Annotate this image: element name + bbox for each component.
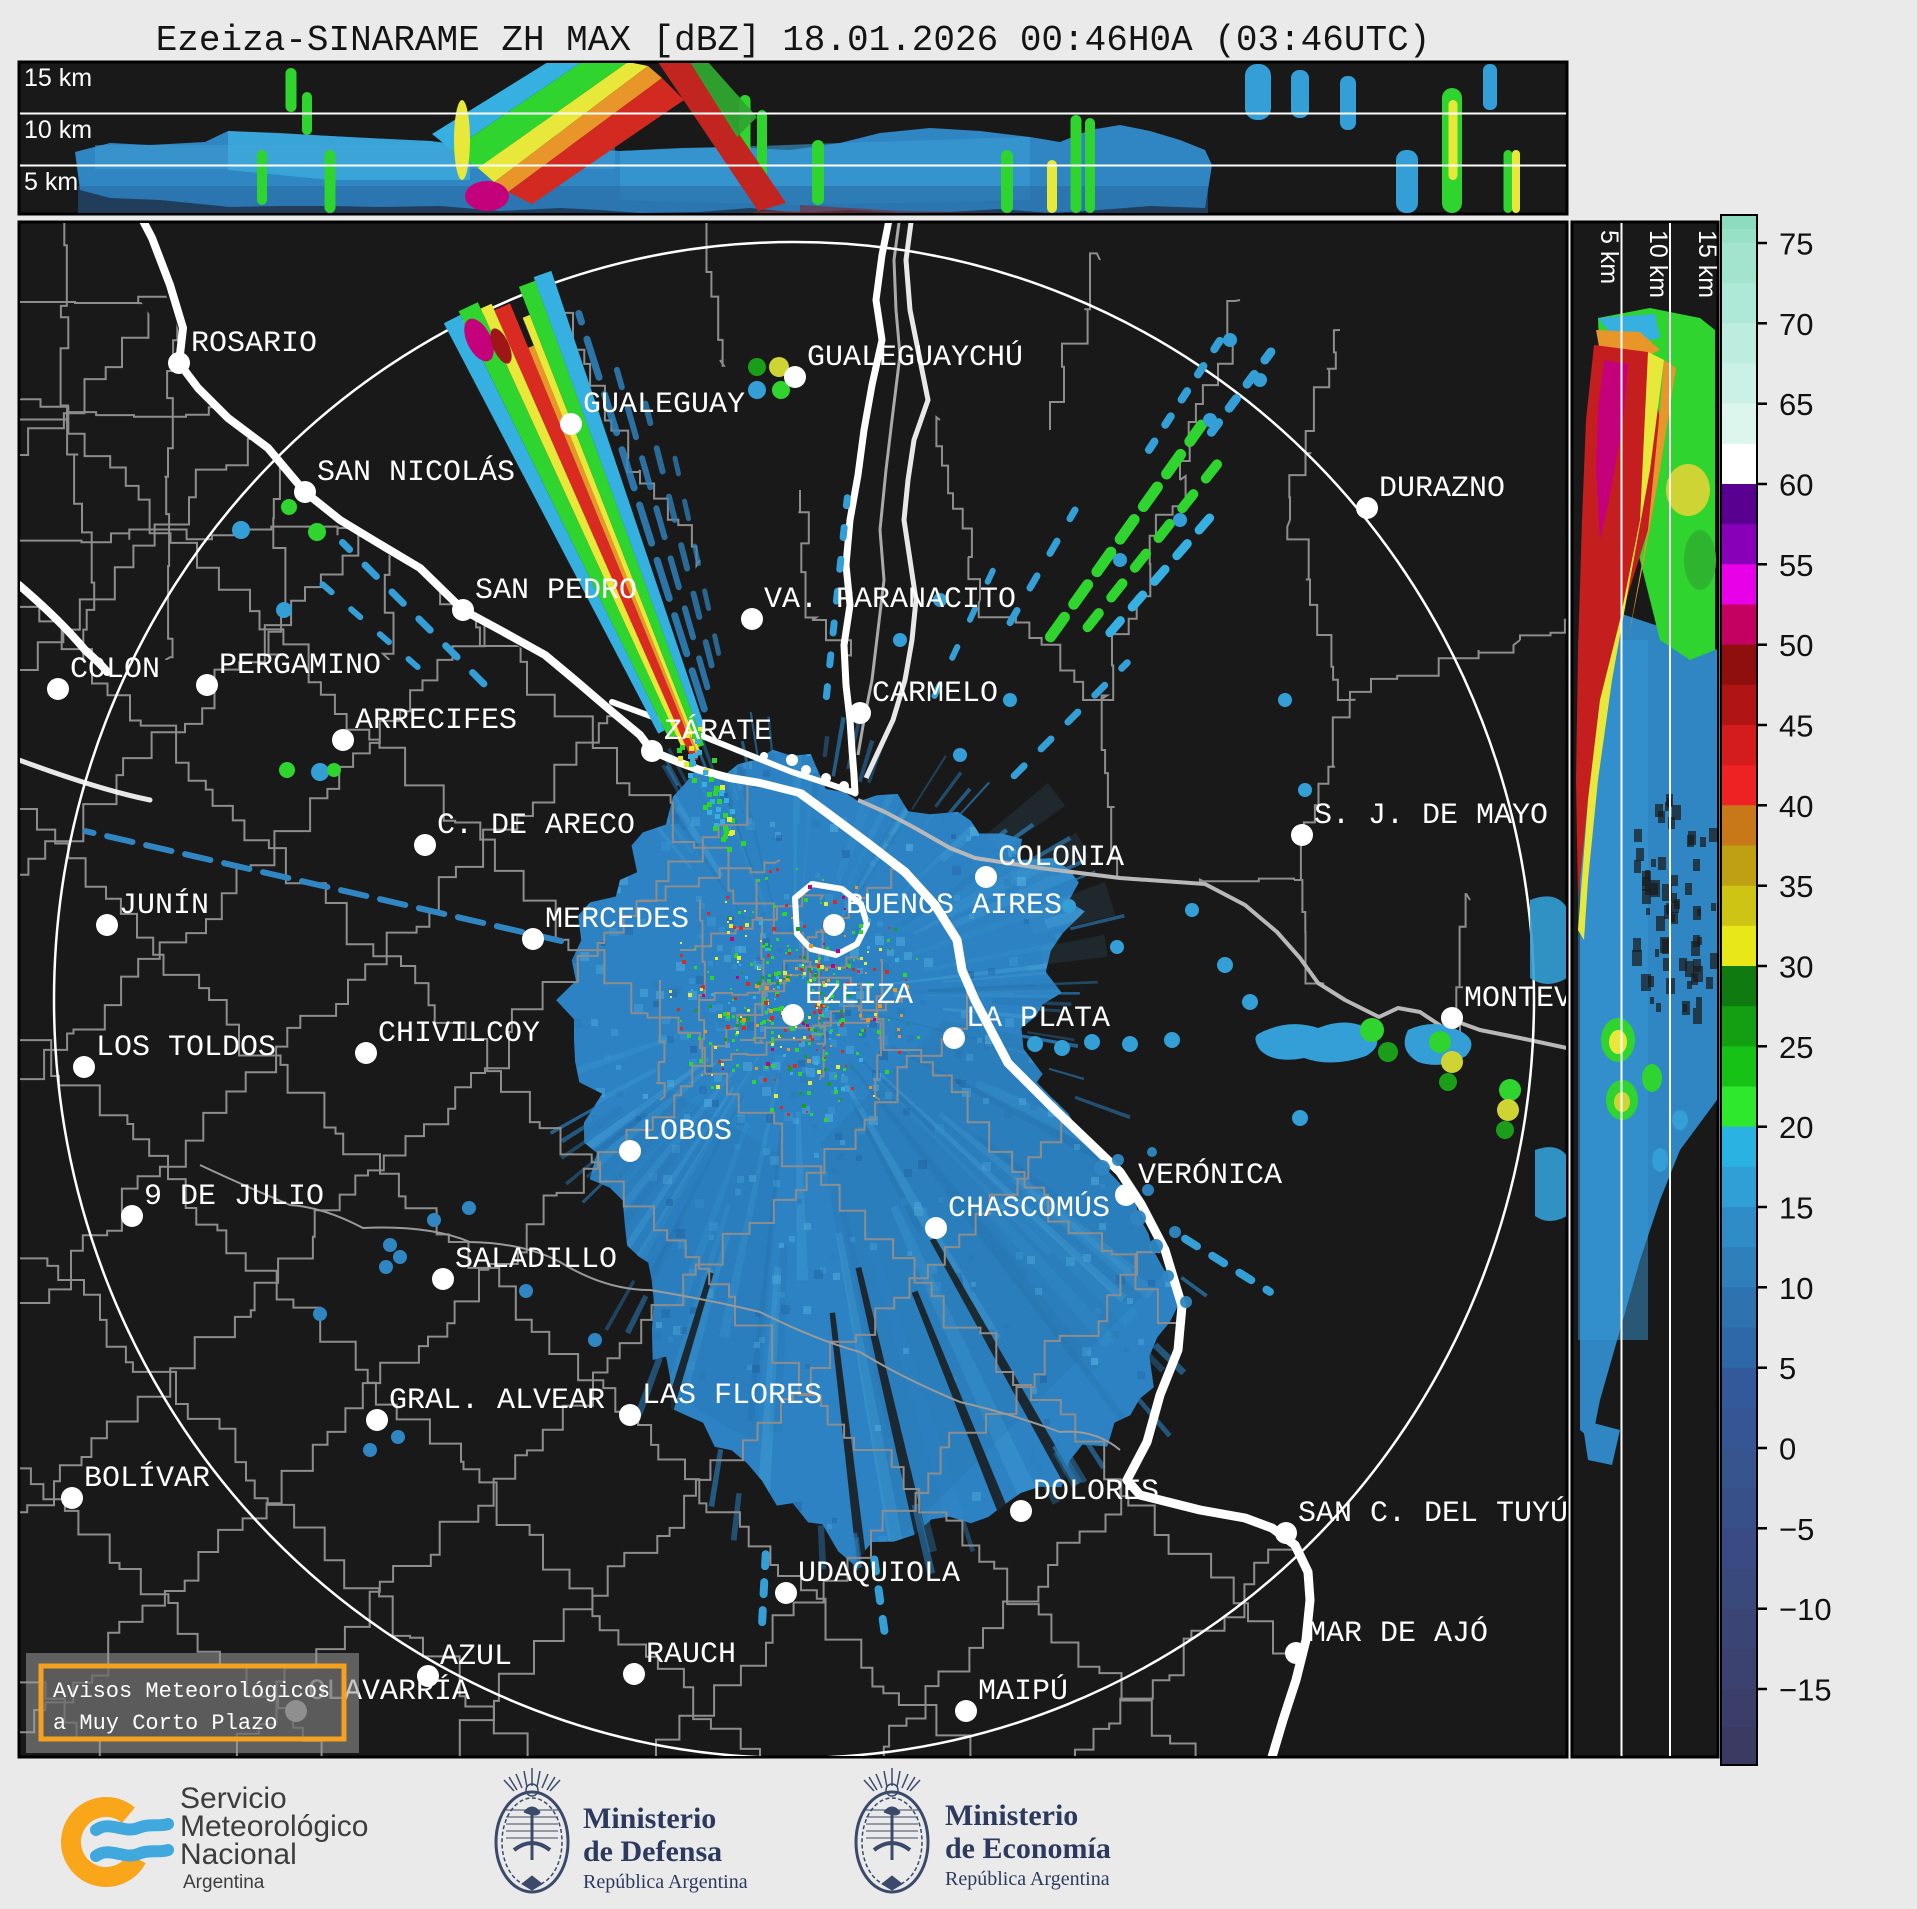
svg-text:GUALEGUAY: GUALEGUAY [583, 388, 745, 422]
svg-text:45: 45 [1779, 709, 1813, 744]
svg-text:BOLÍVAR: BOLÍVAR [84, 1461, 210, 1496]
svg-text:50: 50 [1779, 628, 1813, 663]
svg-text:VERÓNICA: VERÓNICA [1138, 1158, 1282, 1193]
svg-text:Avisos Meteorológicos: Avisos Meteorológicos [53, 1679, 330, 1704]
svg-text:−10: −10 [1779, 1592, 1832, 1627]
svg-text:VA. PARANACITO: VA. PARANACITO [764, 583, 1016, 617]
svg-text:25: 25 [1779, 1030, 1813, 1065]
svg-text:GRAL. ALVEAR: GRAL. ALVEAR [389, 1384, 605, 1418]
svg-text:C. DE ARECO: C. DE ARECO [437, 809, 635, 843]
svg-text:75: 75 [1779, 227, 1813, 262]
svg-text:CARMELO: CARMELO [872, 677, 998, 711]
svg-text:MERCEDES: MERCEDES [545, 903, 689, 937]
svg-text:COLON: COLON [70, 653, 160, 687]
svg-text:5 km: 5 km [1595, 230, 1623, 284]
svg-text:−15: −15 [1779, 1673, 1832, 1708]
svg-text:República Argentina: República Argentina [945, 1868, 1110, 1890]
svg-text:SAN PEDRO: SAN PEDRO [475, 574, 637, 608]
svg-text:Ministerio: Ministerio [945, 1799, 1078, 1832]
svg-text:SALADILLO: SALADILLO [455, 1243, 617, 1277]
svg-text:EZEIZA: EZEIZA [805, 979, 913, 1013]
svg-text:a Muy Corto Plazo: a Muy Corto Plazo [53, 1711, 277, 1736]
svg-text:ZÁRATE: ZÁRATE [664, 714, 772, 749]
svg-text:LA PLATA: LA PLATA [966, 1002, 1110, 1036]
svg-text:65: 65 [1779, 387, 1813, 422]
svg-text:de Economía: de Economía [945, 1832, 1111, 1865]
svg-text:SAN C. DEL TUYÚ: SAN C. DEL TUYÚ [1298, 1496, 1568, 1531]
svg-text:−5: −5 [1779, 1512, 1814, 1547]
svg-text:20: 20 [1779, 1110, 1813, 1145]
svg-text:de Defensa: de Defensa [583, 1835, 722, 1868]
svg-text:Ministerio: Ministerio [583, 1802, 716, 1835]
svg-text:LAS FLORES: LAS FLORES [642, 1379, 822, 1413]
svg-text:ARRECIFES: ARRECIFES [355, 704, 517, 738]
svg-text:35: 35 [1779, 869, 1813, 904]
svg-text:Nacional: Nacional [180, 1838, 297, 1871]
svg-text:COLONIA: COLONIA [998, 841, 1124, 875]
svg-text:15: 15 [1779, 1191, 1813, 1226]
svg-text:30: 30 [1779, 950, 1813, 985]
svg-text:10: 10 [1779, 1271, 1813, 1306]
svg-text:DOLORES: DOLORES [1033, 1475, 1159, 1509]
svg-text:DURAZNO: DURAZNO [1379, 472, 1505, 506]
svg-text:AZUL: AZUL [440, 1640, 512, 1674]
svg-text:15 km: 15 km [24, 64, 92, 92]
svg-text:MONTEVIDEO: MONTEVIDEO [1464, 982, 1644, 1016]
svg-text:RAUCH: RAUCH [646, 1638, 736, 1672]
svg-text:MAR DE AJÓ: MAR DE AJÓ [1308, 1616, 1488, 1651]
svg-text:0: 0 [1779, 1432, 1796, 1467]
svg-text:GUALEGUAYCHÚ: GUALEGUAYCHÚ [807, 340, 1023, 375]
svg-text:LOBOS: LOBOS [642, 1115, 732, 1149]
svg-text:JUNÍN: JUNÍN [119, 888, 209, 923]
svg-text:UDAQUIOLA: UDAQUIOLA [798, 1557, 960, 1591]
svg-text:S. J. DE MAYO: S. J. DE MAYO [1314, 799, 1548, 833]
svg-text:Ezeiza-SINARAME ZH MAX [dBZ] 1: Ezeiza-SINARAME ZH MAX [dBZ] 18.01.2026 … [156, 20, 1431, 61]
svg-text:10 km: 10 km [24, 116, 92, 144]
svg-text:70: 70 [1779, 307, 1813, 342]
svg-text:10 km: 10 km [1644, 230, 1672, 298]
svg-text:5 km: 5 km [24, 168, 78, 196]
svg-text:Servicio: Servicio [180, 1782, 287, 1815]
svg-text:CHASCOMÚS: CHASCOMÚS [948, 1191, 1110, 1226]
svg-text:60: 60 [1779, 468, 1813, 503]
svg-text:Argentina: Argentina [183, 1872, 265, 1893]
svg-text:5: 5 [1779, 1351, 1796, 1386]
svg-text:CHIVILCOY: CHIVILCOY [378, 1017, 540, 1051]
svg-text:ROSARIO: ROSARIO [191, 327, 317, 361]
svg-text:República Argentina: República Argentina [583, 1871, 748, 1893]
svg-text:MAIPÚ: MAIPÚ [978, 1674, 1068, 1709]
svg-text:9 DE JULIO: 9 DE JULIO [144, 1180, 324, 1214]
svg-text:55: 55 [1779, 548, 1813, 583]
svg-text:15 km: 15 km [1693, 230, 1721, 298]
svg-text:40: 40 [1779, 789, 1813, 824]
svg-text:SAN NICOLÁS: SAN NICOLÁS [317, 455, 515, 490]
svg-text:BUENOS AIRES: BUENOS AIRES [846, 889, 1062, 923]
svg-text:LOS TOLDOS: LOS TOLDOS [96, 1031, 276, 1065]
svg-text:PERGAMINO: PERGAMINO [219, 649, 381, 683]
svg-text:Meteorológico: Meteorológico [180, 1810, 368, 1843]
